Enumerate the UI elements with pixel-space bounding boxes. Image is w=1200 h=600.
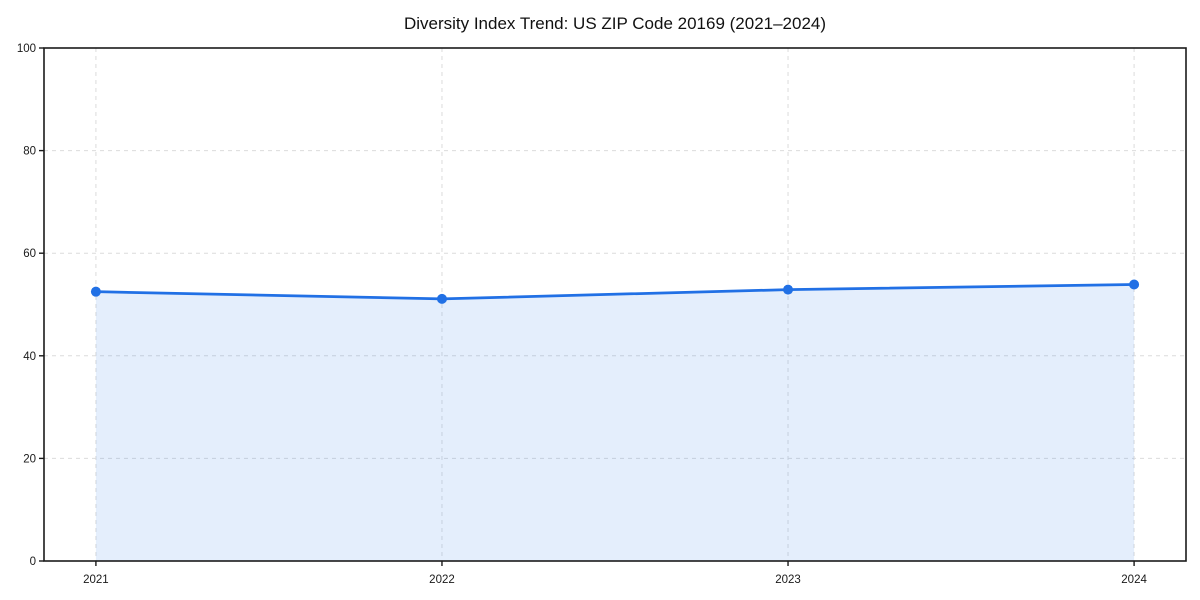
- axes-frame-layer: [43, 47, 1187, 562]
- y-tick-label: 0: [30, 556, 36, 568]
- y-tick-label: 100: [17, 43, 36, 55]
- chart-title: Diversity Index Trend: US ZIP Code 20169…: [404, 14, 826, 33]
- axes-frame: [43, 47, 1187, 562]
- y-tick-label: 40: [23, 351, 36, 363]
- trend-line: [94, 283, 1136, 301]
- data-point-marker: [1129, 279, 1140, 290]
- x-tick-label: 2021: [83, 574, 109, 586]
- data-point-marker: [436, 293, 447, 304]
- tick-labels-layer: 0 20 40 60 80 100 2021 2022 2023 2024: [17, 43, 1148, 586]
- y-tick-label: 60: [23, 248, 36, 260]
- area-fill-layer: [95, 284, 1135, 561]
- data-points-layer: [90, 279, 1140, 304]
- trend-line-layer: [94, 283, 1136, 301]
- x-tick-label: 2022: [429, 574, 455, 586]
- y-tick-label: 80: [23, 146, 36, 158]
- area-fill: [95, 284, 1135, 561]
- data-point-marker: [90, 286, 101, 297]
- x-tick-label: 2023: [775, 574, 801, 586]
- y-tick-label: 20: [23, 453, 36, 465]
- data-point-marker: [783, 284, 794, 295]
- x-tick-label: 2024: [1121, 574, 1147, 586]
